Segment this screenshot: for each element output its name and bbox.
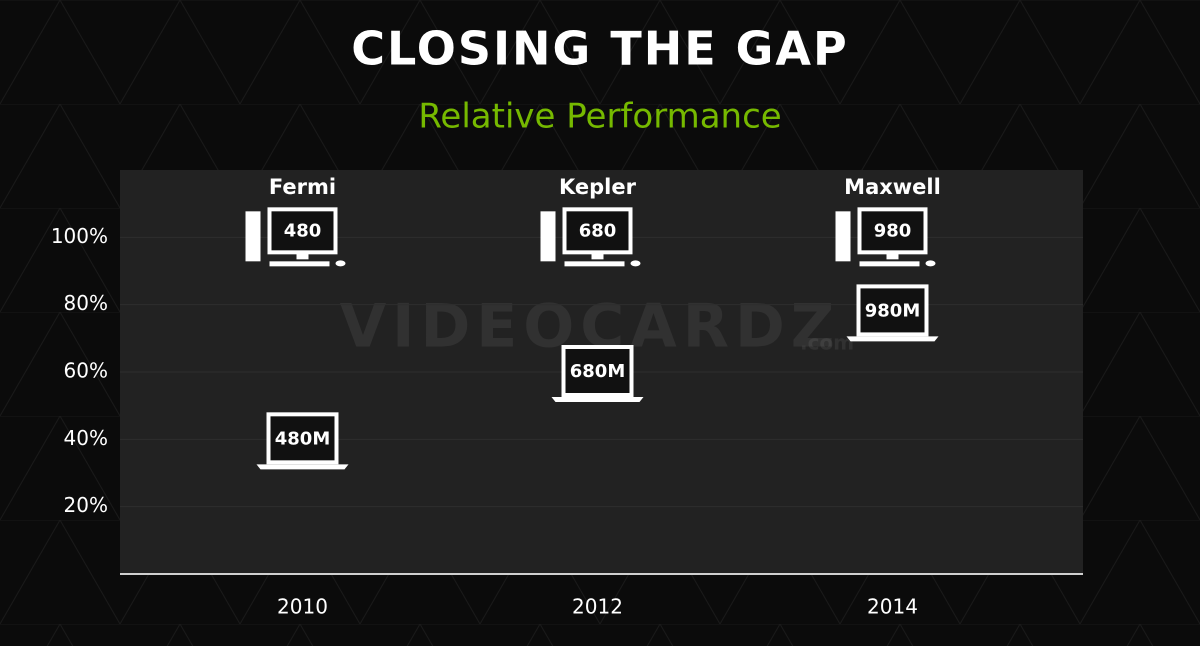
laptop-screen: [266, 412, 339, 465]
desktop-tower: [540, 211, 556, 262]
laptop-label: 480M: [275, 428, 331, 449]
desktop-label: 680: [579, 220, 617, 241]
y-tick-label: 20%: [64, 493, 108, 517]
desktop-keyboard: [564, 261, 625, 267]
desktop-label: 980: [874, 220, 912, 241]
desktop-label: 480: [284, 220, 322, 241]
y-tick-label: 40%: [64, 426, 108, 450]
desktop-mouse: [925, 260, 936, 267]
desktop-mouse: [630, 260, 641, 267]
x-tick-label: 2012: [572, 595, 623, 619]
y-tick-label: 100%: [51, 224, 108, 248]
laptop-label: 980M: [865, 300, 921, 321]
laptop-base: [256, 464, 349, 470]
group-label: Fermi: [269, 175, 336, 199]
chart-subtitle: Relative Performance: [418, 97, 781, 137]
y-tick-label: 60%: [64, 359, 108, 383]
desktop-keyboard: [269, 261, 330, 267]
chart-title: CLOSING THE GAP: [351, 22, 848, 76]
group-label: Maxwell: [844, 175, 941, 199]
x-tick-label: 2010: [277, 595, 328, 619]
desktop-keyboard: [859, 261, 920, 267]
desktop-mouse: [335, 260, 346, 267]
watermark-suffix: .com: [800, 331, 854, 355]
x-tick-label: 2014: [867, 595, 918, 619]
group-label: Kepler: [559, 175, 637, 199]
desktop-stand: [296, 253, 309, 260]
desktop-monitor: [562, 207, 633, 255]
desktop-tower: [245, 211, 261, 262]
laptop-screen: [561, 345, 634, 397]
desktop-stand: [591, 253, 604, 260]
y-tick-label: 80%: [64, 291, 108, 315]
desktop-monitor: [857, 207, 928, 255]
desktop-tower: [835, 211, 851, 262]
laptop-base: [846, 336, 939, 342]
laptop-base: [551, 397, 644, 402]
desktop-monitor: [267, 207, 338, 255]
laptop-label: 680M: [570, 361, 626, 382]
desktop-stand: [886, 253, 899, 260]
laptop-screen: [856, 284, 929, 337]
